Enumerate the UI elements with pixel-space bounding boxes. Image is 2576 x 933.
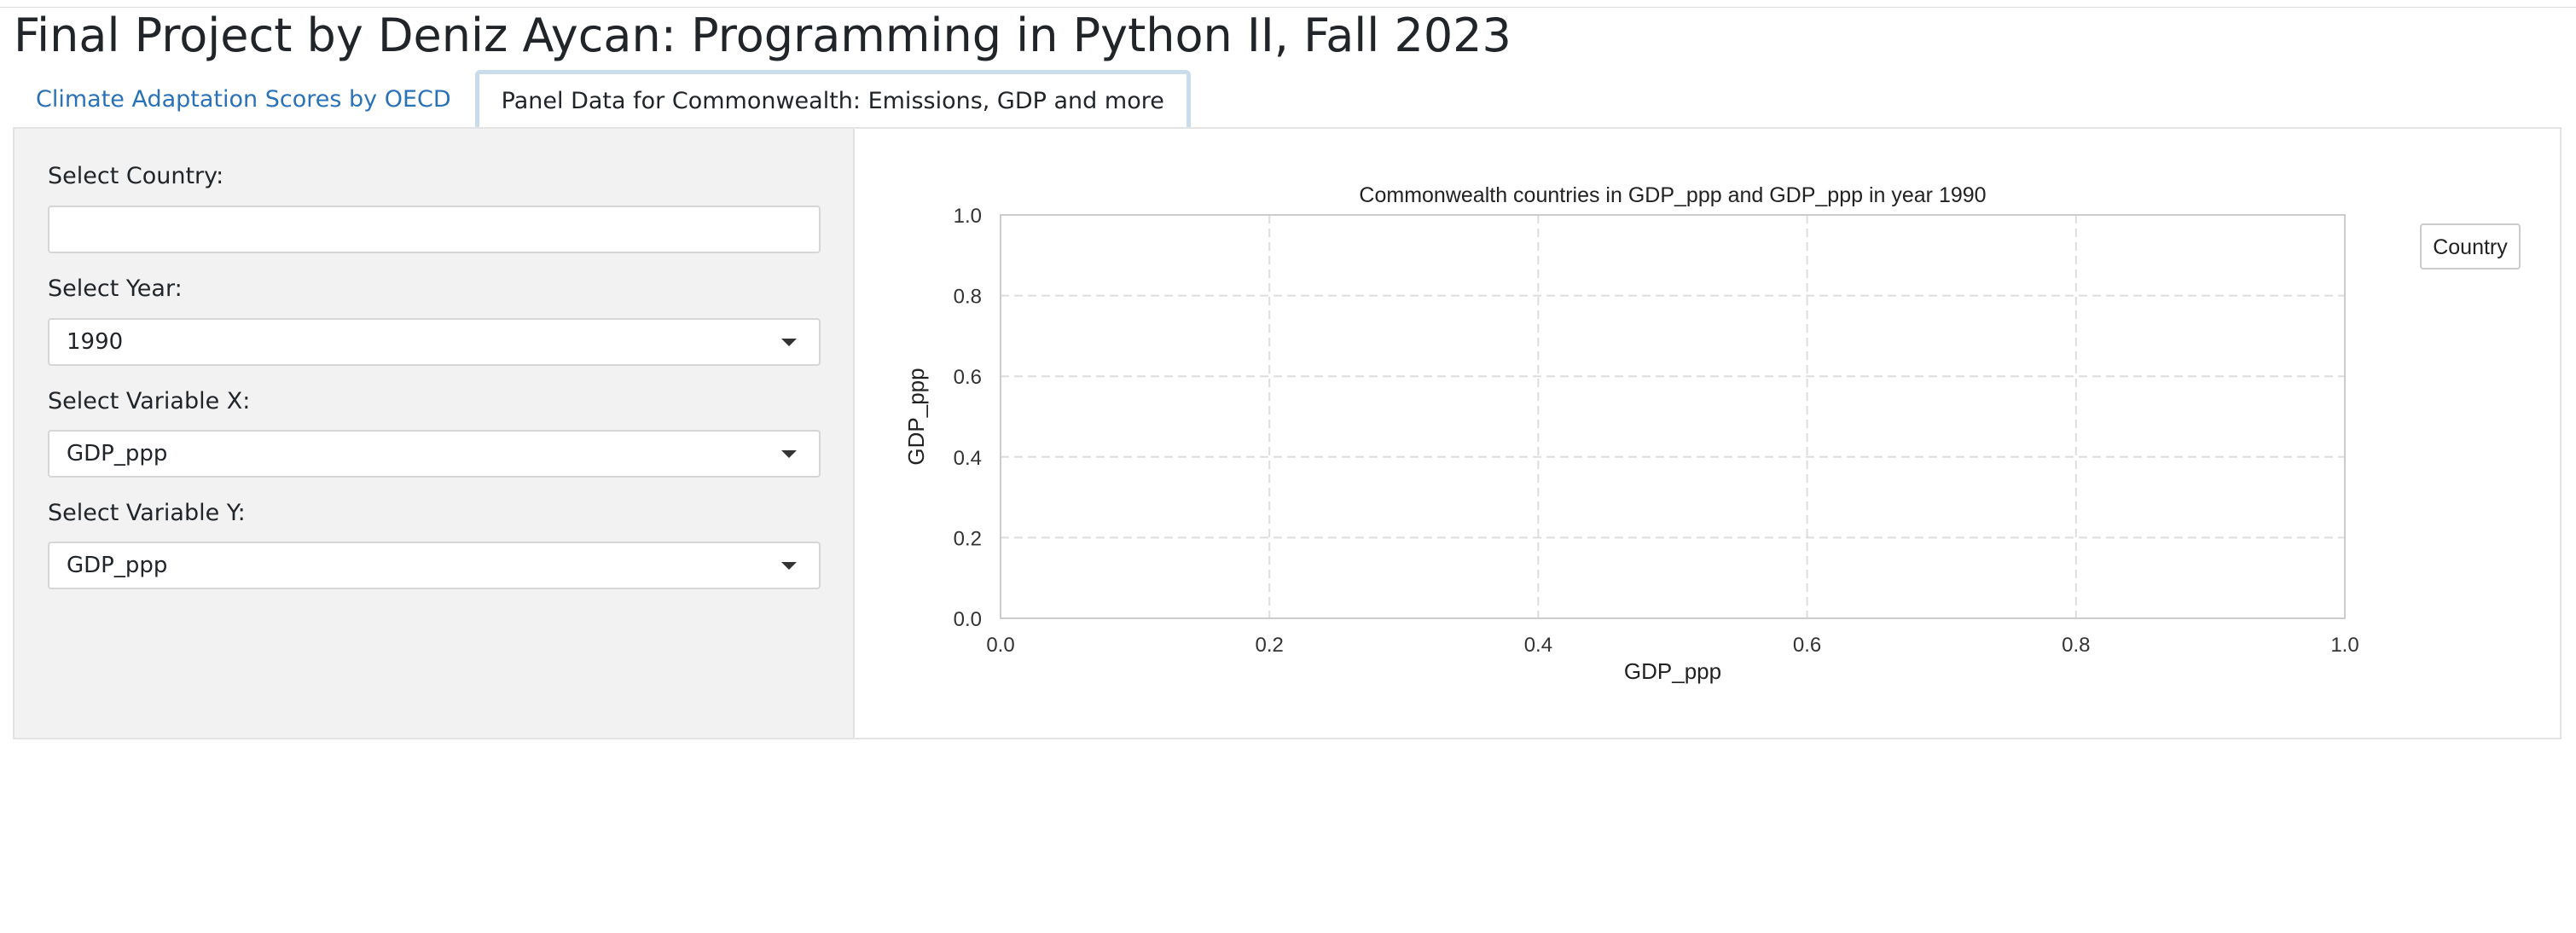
page-title: Final Project by Deniz Aycan: Programmin…: [14, 9, 1511, 62]
year-select[interactable]: 1990: [48, 318, 821, 366]
year-label: Select Year:: [48, 275, 183, 302]
x-tick-label: 0.4: [1524, 634, 1552, 657]
x-tick-label: 0.2: [1256, 634, 1284, 657]
tick-layer: 0.0 0.2 0.4 0.6 0.8 1.0 0.0 0.2 0.4 0.6 0.8 1.0: [954, 205, 2359, 657]
chevron-down-icon: [781, 339, 797, 346]
x-axis-label: GDP_ppp: [1624, 658, 1721, 684]
legend: Country: [2420, 223, 2521, 269]
country-label: Select Country:: [48, 163, 224, 189]
variable-y-select-value: GDP_ppp: [67, 553, 168, 578]
tab-panel-data-commonwealth[interactable]: Panel Data for Commonwealth: Emissions, …: [474, 70, 1191, 128]
x-tick-label: 1.0: [2330, 634, 2358, 657]
y-tick-label: 0.4: [954, 447, 982, 470]
tab-bar: Climate Adaptation Scores by OECD Panel …: [14, 70, 1191, 128]
tab-climate-adaptation[interactable]: Climate Adaptation Scores by OECD: [36, 85, 451, 113]
tab-panel: Select Country: Select Year: 1990 Select…: [13, 127, 2561, 739]
variable-y-label: Select Variable Y:: [48, 500, 246, 526]
year-select-value: 1990: [67, 329, 124, 355]
y-tick-label: 0.0: [954, 608, 982, 631]
top-divider: [0, 0, 2576, 8]
chevron-down-icon: [781, 450, 797, 458]
y-tick-label: 0.6: [954, 366, 982, 389]
variable-x-select-value: GDP_ppp: [67, 441, 168, 466]
variable-x-select[interactable]: GDP_ppp: [48, 430, 821, 478]
main-chart-area: 0.0 0.2 0.4 0.6 0.8 1.0 0.0 0.2 0.4 0.6 0.8 1.0 Com…: [855, 129, 2561, 738]
country-input[interactable]: [48, 206, 821, 253]
y-tick-label: 1.0: [954, 205, 982, 228]
variable-x-label: Select Variable X:: [48, 388, 251, 414]
legend-box: [2420, 223, 2521, 269]
y-axis-label: GDP_ppp: [903, 368, 929, 465]
chart-title: Commonwealth countries in GDP_ppp and GD…: [1359, 183, 1986, 207]
legend-title: Country: [2433, 235, 2508, 259]
x-tick-label: 0.0: [986, 634, 1014, 657]
y-tick-label: 0.2: [954, 527, 982, 550]
x-tick-label: 0.6: [1793, 634, 1821, 657]
x-tick-label: 0.8: [2062, 634, 2090, 657]
scatter-chart: 0.0 0.2 0.4 0.6 0.8 1.0 0.0 0.2 0.4 0.6 0.8 1.0 Com…: [903, 183, 2521, 684]
chevron-down-icon: [781, 562, 797, 570]
variable-y-select[interactable]: GDP_ppp: [48, 542, 821, 589]
grid-layer: [1001, 215, 2345, 618]
y-tick-label: 0.8: [954, 286, 982, 309]
sidebar-panel: Select Country: Select Year: 1990 Select…: [15, 129, 855, 738]
plot-frame: [1000, 214, 2346, 619]
